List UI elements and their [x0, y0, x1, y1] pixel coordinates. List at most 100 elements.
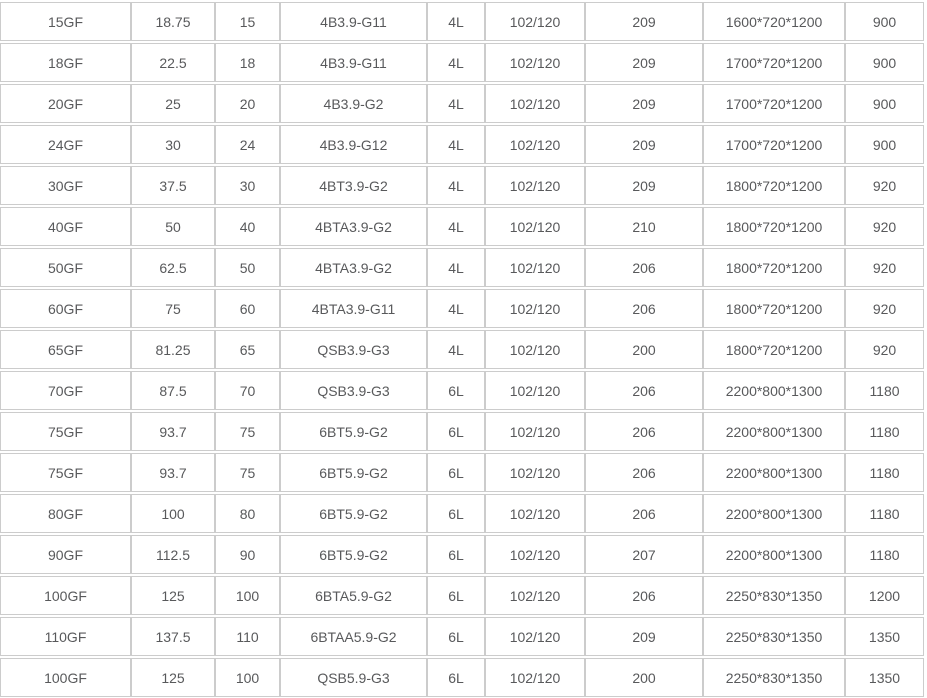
table-cell: 75GF	[0, 412, 131, 451]
table-cell: 6BT5.9-G2	[280, 535, 427, 574]
table-cell: 65GF	[0, 330, 131, 369]
table-cell: 4L	[427, 43, 485, 82]
table-cell: 18.75	[131, 2, 215, 41]
table-row: 90GF 112.5 90 6BT5.9-G2 6L 102/120 207 2200*800…	[0, 535, 924, 574]
table-cell: 1800*720*1200	[703, 166, 845, 205]
table-cell: 90	[215, 535, 280, 574]
table-cell: 2200*800*1300	[703, 494, 845, 533]
table-cell: 920	[845, 289, 924, 328]
table-cell: 102/120	[485, 412, 585, 451]
table-cell: 4B3.9-G12	[280, 125, 427, 164]
table-cell: 4L	[427, 125, 485, 164]
table-cell: 920	[845, 207, 924, 246]
table-cell: 4BT3.9-G2	[280, 166, 427, 205]
table-cell: 50GF	[0, 248, 131, 287]
table-cell: 209	[585, 84, 703, 123]
table-cell: 206	[585, 371, 703, 410]
table-row: 80GF 100 80 6BT5.9-G2 6L 102/120 206 2200*800*1…	[0, 494, 924, 533]
table-cell: 920	[845, 166, 924, 205]
table-cell: 102/120	[485, 248, 585, 287]
table-row: 30GF 37.5 30 4BT3.9-G2 4L 102/120 209 1800*720*…	[0, 166, 924, 205]
table-row: 20GF 25 20 4B3.9-G2 4L 102/120 209 1700*720*120…	[0, 84, 924, 123]
table-cell: 37.5	[131, 166, 215, 205]
table-cell: 102/120	[485, 84, 585, 123]
table-cell: 110GF	[0, 617, 131, 656]
table-cell: 2200*800*1300	[703, 371, 845, 410]
table-cell: 102/120	[485, 330, 585, 369]
table-cell: 40	[215, 207, 280, 246]
table-cell: 4B3.9-G11	[280, 2, 427, 41]
table-cell: 209	[585, 617, 703, 656]
table-cell: 4B3.9-G11	[280, 43, 427, 82]
table-cell: QSB3.9-G3	[280, 371, 427, 410]
table-cell: 1180	[845, 494, 924, 533]
table-cell: 209	[585, 166, 703, 205]
table-cell: 40GF	[0, 207, 131, 246]
table-cell: 75	[215, 453, 280, 492]
table-cell: 2200*800*1300	[703, 412, 845, 451]
table-cell: 6L	[427, 576, 485, 615]
table-cell: 15GF	[0, 2, 131, 41]
table-cell: 100GF	[0, 658, 131, 697]
table-cell: 4L	[427, 207, 485, 246]
table-cell: 18	[215, 43, 280, 82]
table-cell: 102/120	[485, 289, 585, 328]
table-cell: QSB5.9-G3	[280, 658, 427, 697]
table-cell: 6L	[427, 535, 485, 574]
table-row: 40GF 50 40 4BTA3.9-G2 4L 102/120 210 1800*720*1…	[0, 207, 924, 246]
table-cell: 6L	[427, 658, 485, 697]
table-cell: 1180	[845, 371, 924, 410]
table-cell: 24	[215, 125, 280, 164]
table-cell: 210	[585, 207, 703, 246]
table-cell: 87.5	[131, 371, 215, 410]
table-cell: 1700*720*1200	[703, 84, 845, 123]
table-cell: 206	[585, 453, 703, 492]
table-cell: 102/120	[485, 43, 585, 82]
table-cell: 100	[131, 494, 215, 533]
table-cell: 6BT5.9-G2	[280, 494, 427, 533]
table-cell: 30	[215, 166, 280, 205]
table-row: 15GF 18.75 15 4B3.9-G11 4L 102/120 209 1600*720…	[0, 2, 924, 41]
table-cell: 900	[845, 125, 924, 164]
table-cell: 206	[585, 248, 703, 287]
table-cell: 4B3.9-G2	[280, 84, 427, 123]
table-cell: 75GF	[0, 453, 131, 492]
table-cell: 100	[215, 658, 280, 697]
table-cell: 30GF	[0, 166, 131, 205]
table-cell: 1350	[845, 617, 924, 656]
table-cell: 4L	[427, 2, 485, 41]
table-cell: 2200*800*1300	[703, 453, 845, 492]
table-cell: 102/120	[485, 125, 585, 164]
table-cell: 25	[131, 84, 215, 123]
table-cell: 6BT5.9-G2	[280, 412, 427, 451]
table-row: 65GF 81.25 65 QSB3.9-G3 4L 102/120 200 1800*720…	[0, 330, 924, 369]
table-cell: 2200*800*1300	[703, 535, 845, 574]
table-cell: 80	[215, 494, 280, 533]
table-cell: 900	[845, 2, 924, 41]
table-cell: 1800*720*1200	[703, 289, 845, 328]
table-cell: 900	[845, 43, 924, 82]
table-cell: 4BTA3.9-G11	[280, 289, 427, 328]
table-cell: 125	[131, 658, 215, 697]
table-cell: 15	[215, 2, 280, 41]
table-cell: 62.5	[131, 248, 215, 287]
table-cell: 1800*720*1200	[703, 207, 845, 246]
table-row: 18GF 22.5 18 4B3.9-G11 4L 102/120 209 1700*720*…	[0, 43, 924, 82]
table-cell: 6L	[427, 371, 485, 410]
table-cell: 920	[845, 330, 924, 369]
table-cell: 75	[131, 289, 215, 328]
table-row: 110GF 137.5 110 6BTAA5.9-G2 6L 102/120 209 2250…	[0, 617, 924, 656]
table-cell: 1200	[845, 576, 924, 615]
table-row: 75GF 93.7 75 6BT5.9-G2 6L 102/120 206 2200*800*…	[0, 412, 924, 451]
table-cell: 100	[215, 576, 280, 615]
table-cell: 1800*720*1200	[703, 330, 845, 369]
table-cell: 4L	[427, 166, 485, 205]
table-cell: 60GF	[0, 289, 131, 328]
table-cell: 22.5	[131, 43, 215, 82]
table-cell: 137.5	[131, 617, 215, 656]
table-row: 24GF 30 24 4B3.9-G12 4L 102/120 209 1700*720*12…	[0, 125, 924, 164]
table-cell: 4L	[427, 248, 485, 287]
table-cell: 1700*720*1200	[703, 43, 845, 82]
